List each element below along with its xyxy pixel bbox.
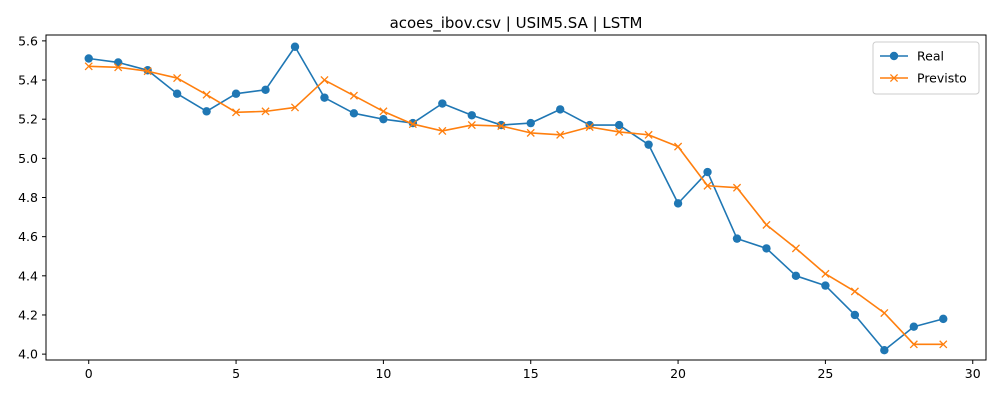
- series-line-previsto: [88, 65, 944, 346]
- data-point-real: [231, 89, 241, 98]
- data-point-previsto: [202, 90, 211, 99]
- data-point-real: [909, 322, 919, 331]
- data-point-previsto: [320, 75, 329, 85]
- data-point-previsto: [349, 91, 358, 100]
- y-axis: 4.0 4.2 4.4 4.6 4.8 5.0 5.2 5.4 5.6: [18, 33, 46, 362]
- data-point-previsto: [909, 340, 918, 349]
- y-tick-label: 4.4: [18, 268, 38, 283]
- data-point-real: [113, 58, 123, 67]
- x-tick-label: 20: [670, 366, 686, 381]
- legend-marker-previsto: [889, 73, 899, 83]
- data-point-previsto: [880, 308, 889, 318]
- chart-title: acoes_ibov.csv | USIM5.SA | LSTM: [390, 14, 643, 33]
- data-point-previsto: [939, 340, 948, 349]
- data-point-previsto: [644, 130, 653, 139]
- data-point-real: [821, 281, 830, 290]
- data-point-previsto: [762, 220, 771, 229]
- data-point-real: [850, 310, 860, 320]
- x-tick-label: 10: [375, 366, 391, 381]
- legend-marker-real: [889, 51, 899, 61]
- data-point-real: [732, 234, 742, 243]
- legend: Real Previsto: [872, 41, 980, 95]
- data-point-real: [703, 167, 712, 177]
- data-point-real: [467, 111, 476, 120]
- y-tick-label: 5.4: [18, 73, 38, 88]
- data-point-previsto: [84, 62, 93, 71]
- x-axis: 0 5 10 15 20 25 30: [85, 360, 981, 381]
- data-point-real: [438, 99, 447, 108]
- data-point-real: [320, 93, 329, 102]
- data-point-real: [644, 140, 653, 149]
- x-tick-label: 30: [965, 366, 981, 381]
- data-point-previsto: [703, 181, 712, 190]
- x-tick-label: 25: [817, 366, 833, 381]
- data-point-real: [614, 120, 624, 130]
- data-point-real: [556, 105, 565, 114]
- y-tick-label: 5.0: [18, 151, 38, 166]
- legend-label-previsto: Previsto: [917, 71, 967, 86]
- data-point-previsto: [615, 127, 624, 136]
- data-point-previsto: [261, 107, 270, 116]
- data-point-previsto: [408, 120, 417, 129]
- y-tick-label: 4.2: [18, 307, 38, 322]
- y-tick-label: 4.0: [18, 347, 38, 362]
- data-point-previsto: [438, 126, 447, 135]
- data-point-previsto: [114, 63, 123, 72]
- series-line-real: [88, 45, 944, 352]
- data-point-real: [84, 54, 93, 63]
- data-point-real: [526, 118, 535, 128]
- data-point-real: [497, 120, 506, 130]
- data-point-previsto: [791, 244, 800, 253]
- data-point-previsto: [232, 108, 241, 117]
- data-point-real: [880, 346, 889, 355]
- y-tick-label: 4.8: [18, 190, 38, 205]
- data-point-real: [261, 85, 270, 95]
- y-tick-label: 4.6: [18, 229, 38, 244]
- data-point-previsto: [290, 103, 300, 112]
- data-point-real: [349, 109, 359, 118]
- data-point-previsto: [497, 121, 506, 131]
- data-point-real: [939, 314, 948, 324]
- data-point-real: [379, 114, 388, 124]
- data-point-real: [202, 107, 211, 116]
- data-point-real: [762, 244, 771, 253]
- data-point-previsto: [674, 142, 683, 151]
- x-tick-label: 15: [523, 366, 539, 381]
- x-tick-label: 0: [85, 366, 93, 381]
- data-point-previsto: [467, 121, 476, 130]
- legend-box: [872, 41, 980, 95]
- data-point-real: [673, 199, 683, 208]
- series-layer: [84, 42, 948, 355]
- data-point-previsto: [732, 183, 742, 192]
- data-point-real: [290, 42, 300, 51]
- data-point-previsto: [173, 74, 182, 83]
- x-tick-label: 5: [232, 366, 240, 381]
- data-point-previsto: [556, 130, 565, 139]
- data-point-previsto: [585, 122, 594, 132]
- data-point-previsto: [379, 107, 388, 116]
- data-point-previsto: [821, 269, 830, 278]
- y-tick-label: 5.2: [18, 112, 38, 127]
- data-point-previsto: [526, 128, 535, 137]
- data-point-previsto: [850, 287, 859, 296]
- data-point-real: [791, 271, 801, 281]
- data-point-real: [172, 89, 182, 98]
- legend-label-real: Real: [917, 49, 944, 64]
- data-point-previsto: [143, 67, 152, 76]
- y-tick-label: 5.6: [18, 33, 38, 48]
